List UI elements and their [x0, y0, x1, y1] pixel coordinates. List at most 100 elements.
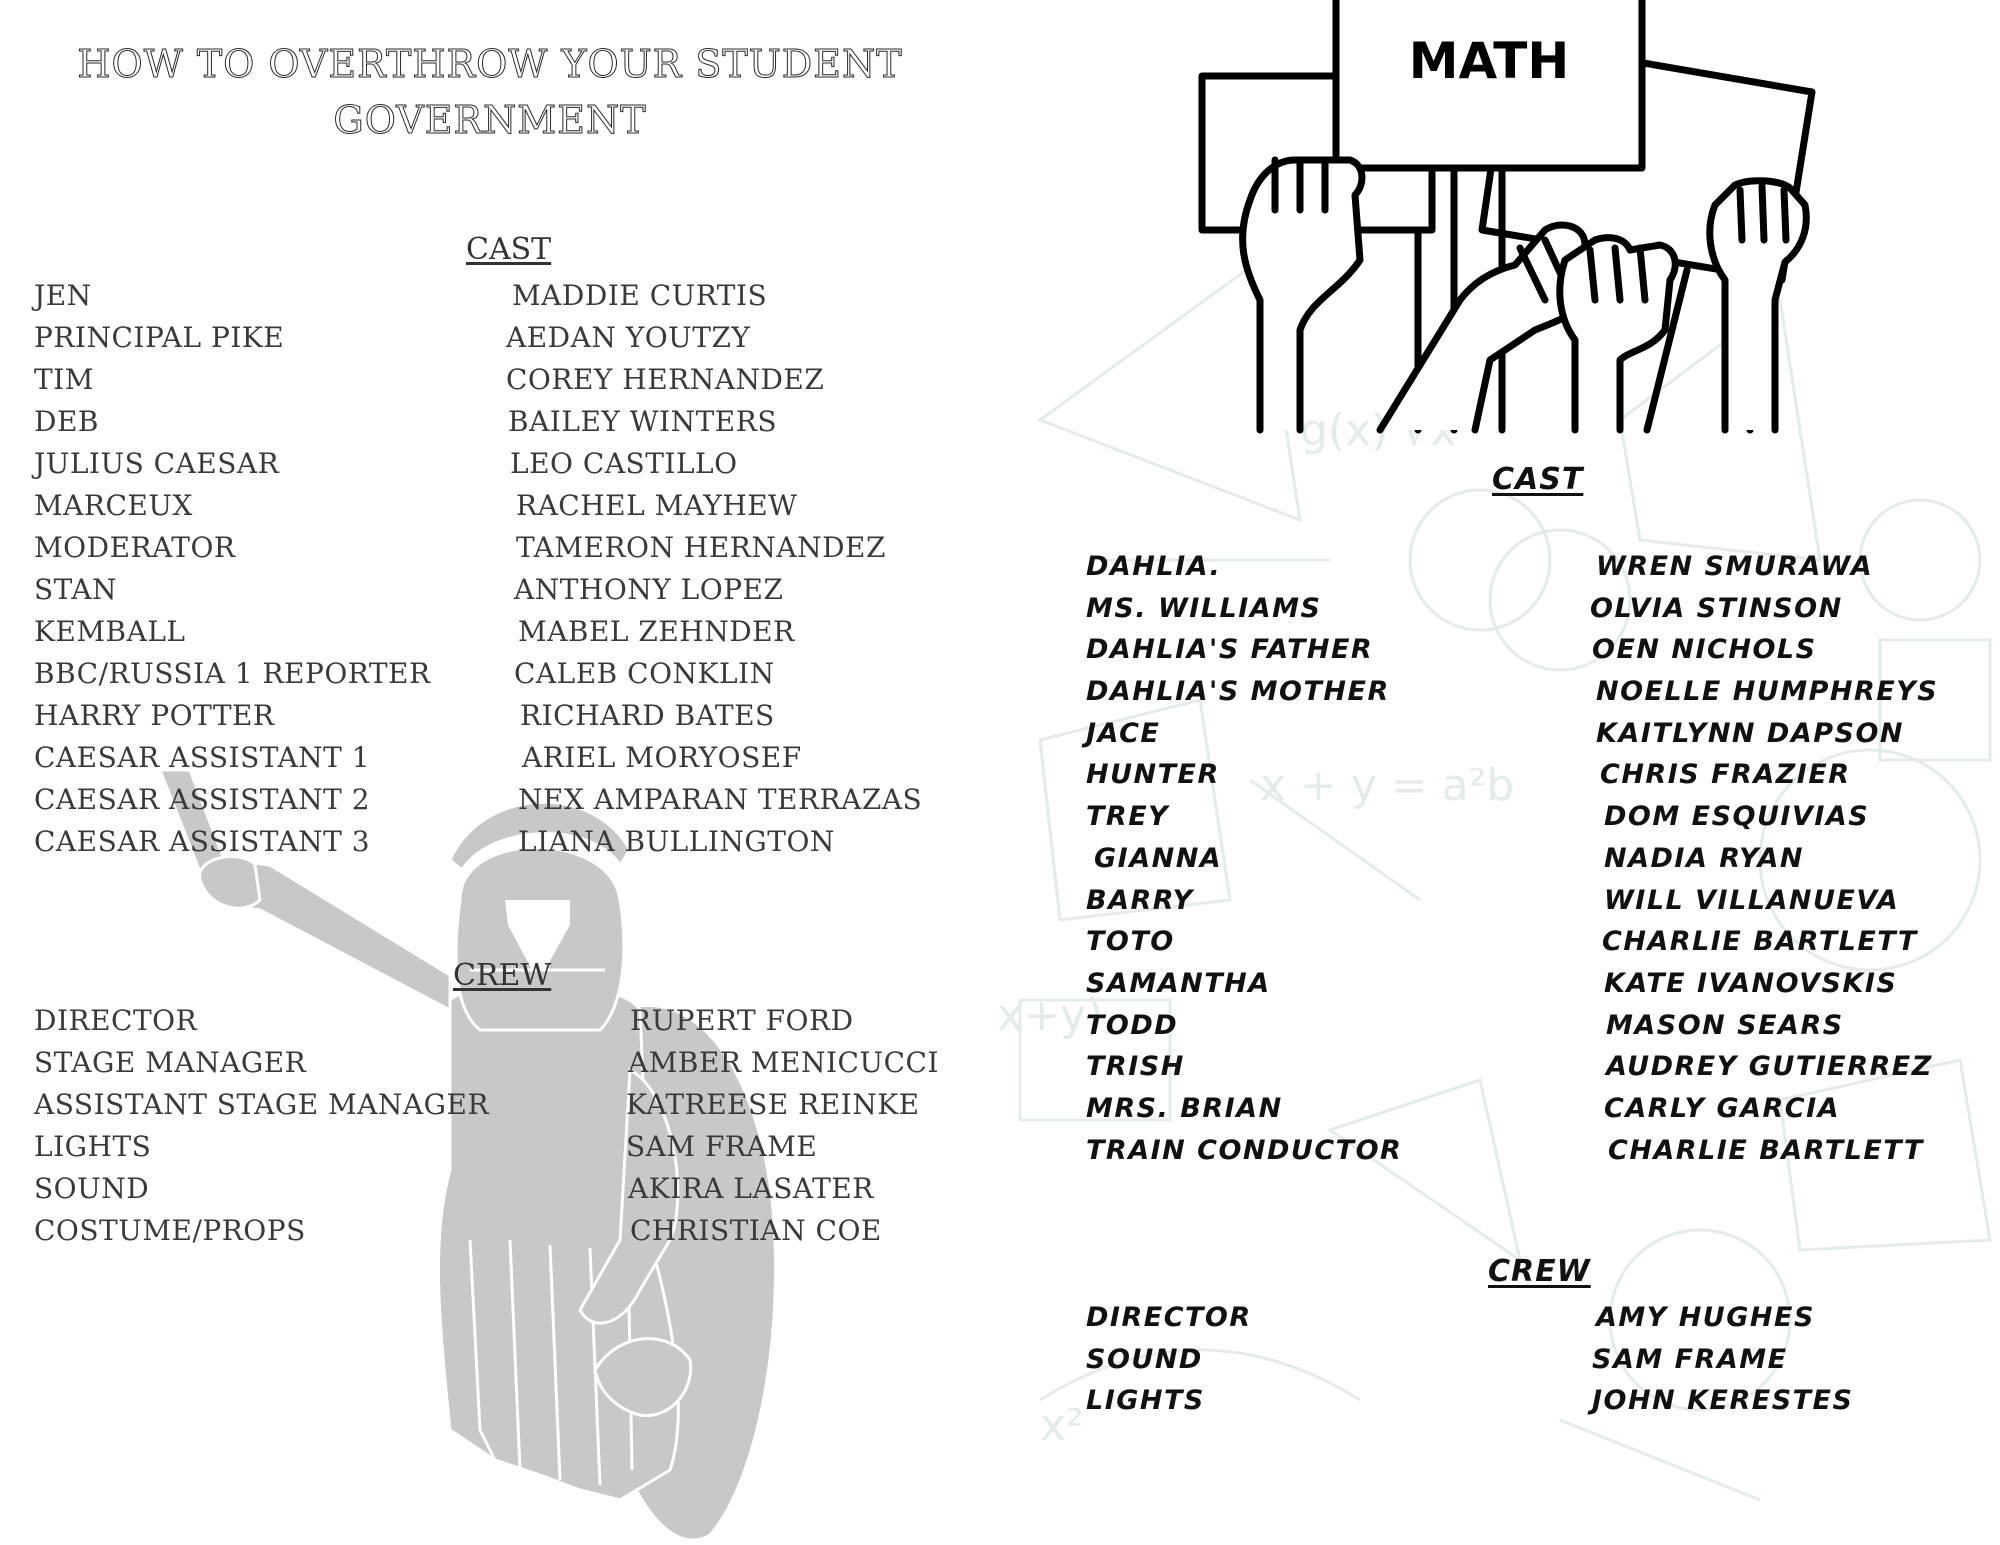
cast-row: TREY DOM ESQUIVIAS [1086, 796, 1986, 838]
cast-actor: KATE IVANOVSKIS [1604, 967, 1898, 999]
protest-fists-icon: MATH [1198, 0, 1816, 434]
cast-role: DAHLIA'S FATHER [1086, 634, 1374, 666]
crew-row: STAGE MANAGER AMBER MENICUCCI [34, 1042, 984, 1084]
cast-role: TOTO [1086, 926, 1175, 958]
cast-row: SAMANTHA KATE IVANOVSKIS [1086, 963, 1986, 1005]
cast-role: TRAIN CONDUCTOR [1086, 1134, 1403, 1166]
cast-role: CAESAR ASSISTANT 3 [34, 825, 371, 858]
crew-member: KATREESE REINKE [626, 1088, 920, 1121]
cast-role: HARRY POTTER [34, 699, 275, 732]
cast-row: MARCEUX RACHEL MAYHEW [34, 485, 984, 527]
cast-row: PRINCIPAL PIKE AEDAN YOUTZY [34, 317, 984, 359]
cast-row: CAESAR ASSISTANT 3 LIANA BULLINGTON [34, 821, 984, 863]
cast-actor: OLVIA STINSON [1590, 592, 1843, 624]
cast-actor: CHARLIE BARTLETT [1608, 1134, 1924, 1166]
cast-actor: MADDIE CURTIS [512, 279, 768, 312]
cast-actor: CALEB CONKLIN [514, 657, 775, 690]
cast-actor: BAILEY WINTERS [508, 405, 777, 438]
cast-actor: ANTHONY LOPEZ [514, 573, 784, 606]
crew-row: DIRECTOR RUPERT FORD [34, 1000, 984, 1042]
cast-actor: MABEL ZEHNDER [518, 615, 795, 648]
crew-role: LIGHTS [1086, 1385, 1205, 1417]
cast-role: TIM [34, 363, 94, 396]
cast-actor: CHRIS FRAZIER [1600, 759, 1851, 791]
cast-actor: RICHARD BATES [520, 699, 775, 732]
crew-role: DIRECTOR [1086, 1302, 1252, 1333]
cast-role: MARCEUX [34, 489, 193, 522]
cast-row: HARRY POTTER RICHARD BATES [34, 695, 984, 737]
spartan-warrior-icon [158, 770, 778, 1542]
crew-row: DIRECTOR AMY HUGHES [1086, 1297, 1986, 1339]
cast-row: TODD MASON SEARS [1086, 1005, 1986, 1047]
cast-list: JEN MADDIE CURTIS PRINCIPAL PIKE AEDAN YOU… [34, 275, 984, 863]
show-title: HOW TO OVERTHROW YOUR STUDENT GOVERNMENT [40, 36, 940, 148]
cast-role: TRISH [1086, 1051, 1185, 1083]
cast-role: HUNTER [1086, 759, 1220, 791]
crew-row: COSTUME/PROPS CHRISTIAN COE [34, 1210, 984, 1252]
crew-row: SOUND AKIRA LASATER [34, 1168, 984, 1210]
crew-row: LIGHTS JOHN KERESTES [1086, 1380, 1986, 1422]
cast-role: JULIUS CAESAR [34, 447, 280, 480]
cast-actor: WILL VILLANUEVA [1604, 884, 1900, 916]
svg-text:(x+y): (x+y) [1000, 990, 1103, 1041]
cast-role: MS. WILLIAMS [1086, 592, 1322, 624]
cast-actor: TAMERON HERNANDEZ [516, 531, 886, 564]
cast-actor: NADIA RYAN [1604, 842, 1805, 874]
cast-row: JACE KAITLYNN DAPSON [1086, 713, 1986, 755]
cast-row: TOTO CHARLIE BARTLETT [1086, 921, 1986, 963]
cast-role: JEN [34, 279, 92, 312]
cast-role: DAHLIA. [1086, 551, 1222, 582]
cast-actor: NOELLE HUMPHREYS [1596, 676, 1939, 708]
cast-row: MODERATOR TAMERON HERNANDEZ [34, 527, 984, 569]
crew-member: AKIRA LASATER [628, 1172, 874, 1205]
cast-row: TRISH AUDREY GUTIERREZ [1086, 1046, 1986, 1088]
right-program-page: x + y = a²b g(x) √x (x+y) x² [1000, 0, 2000, 1545]
cast-role: JACE [1086, 717, 1161, 749]
cast-row: DAHLIA. WREN SMURAWA [1086, 546, 1986, 588]
cast-actor: WREN SMURAWA [1596, 551, 1874, 582]
cast-role: SAMANTHA [1086, 967, 1271, 999]
cast-row: CAESAR ASSISTANT 2 NEX AMPARAN TERRAZAS [34, 779, 984, 821]
cast-actor: DOM ESQUIVIAS [1604, 801, 1870, 833]
cast-row: DAHLIA'S MOTHER NOELLE HUMPHREYS [1086, 671, 1986, 713]
cast-role: MRS. BRIAN [1086, 1092, 1283, 1124]
cast-actor: AUDREY GUTIERREZ [1606, 1051, 1933, 1083]
math-doodle-background: x + y = a²b g(x) √x (x+y) x² [1000, 257, 1992, 1502]
crew-member: AMBER MENICUCCI [628, 1046, 939, 1079]
cast-actor: CHARLIE BARTLETT [1602, 926, 1918, 958]
svg-text:x²: x² [1040, 1400, 1084, 1451]
cast-row: TIM COREY HERNANDEZ [34, 359, 984, 401]
crew-role: LIGHTS [34, 1130, 152, 1163]
cast-actor: KAITLYNN DAPSON [1596, 717, 1905, 749]
cast-row: BBC/RUSSIA 1 REPORTER CALEB CONKLIN [34, 653, 984, 695]
cast-row: HUNTER CHRIS FRAZIER [1086, 754, 1986, 796]
crew-member: SAM FRAME [1592, 1343, 1788, 1375]
crew-member: AMY HUGHES [1596, 1302, 1815, 1333]
cast-actor: LIANA BULLINGTON [518, 825, 835, 858]
cast-role: KEMBALL [34, 615, 186, 648]
cast-heading: CAST [466, 232, 552, 267]
cast-actor: ARIEL MORYOSEF [522, 741, 802, 774]
left-program-page: HOW TO OVERTHROW YOUR STUDENT GOVERNMENT… [34, 36, 984, 1542]
cast-row: CAESAR ASSISTANT 1 ARIEL MORYOSEF [34, 737, 984, 779]
cast-row: TRAIN CONDUCTOR CHARLIE BARTLETT [1086, 1130, 1986, 1172]
crew-role: SOUND [1086, 1343, 1203, 1375]
cast-list: DAHLIA. WREN SMURAWA MS. WILLIAMS OLVIA ST… [1086, 546, 1986, 1171]
cast-role: GIANNA [1094, 842, 1223, 874]
cast-actor: LEO CASTILLO [510, 447, 738, 480]
crew-member: JOHN KERESTES [1592, 1385, 1854, 1417]
cast-row: DEB BAILEY WINTERS [34, 401, 984, 443]
crew-row: LIGHTS SAM FRAME [34, 1126, 984, 1168]
cast-actor: CARLY GARCIA [1604, 1092, 1841, 1124]
cast-role: BBC/RUSSIA 1 REPORTER [34, 657, 431, 690]
cast-row: MRS. BRIAN CARLY GARCIA [1086, 1088, 1986, 1130]
crew-member: SAM FRAME [626, 1130, 818, 1163]
cast-row: KEMBALL MABEL ZEHNDER [34, 611, 984, 653]
crew-row: SOUND SAM FRAME [1086, 1339, 1986, 1381]
crew-role: ASSISTANT STAGE MANAGER [34, 1088, 490, 1121]
cast-role: MODERATOR [34, 531, 236, 564]
cast-actor: AEDAN YOUTZY [506, 321, 751, 354]
crew-role: DIRECTOR [34, 1004, 198, 1037]
crew-member: CHRISTIAN COE [630, 1214, 882, 1247]
crew-row: ASSISTANT STAGE MANAGER KATREESE REINKE [34, 1084, 984, 1126]
